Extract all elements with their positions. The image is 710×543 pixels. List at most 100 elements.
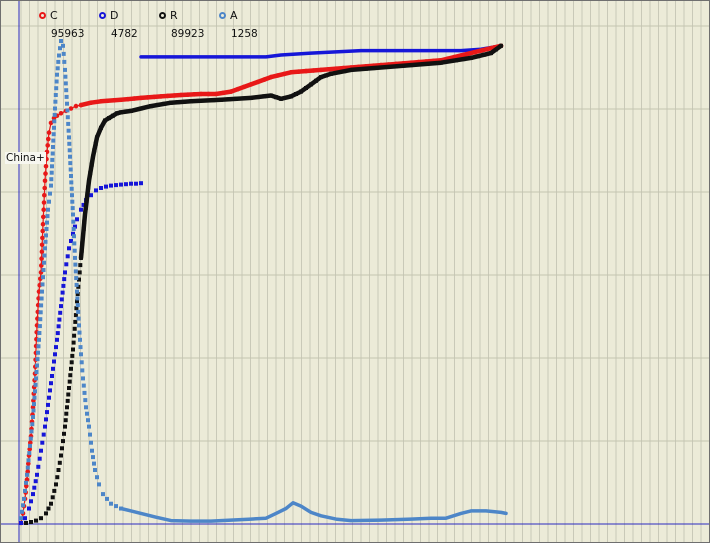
series-a-point	[32, 402, 36, 407]
series-r-point	[55, 475, 60, 480]
series-d-point	[41, 432, 46, 437]
series-r-point	[75, 292, 80, 296]
series-a-point	[74, 282, 79, 287]
series-a-point	[66, 121, 71, 126]
series-c-point	[27, 446, 32, 452]
series-a-point	[93, 468, 97, 472]
series-a-point	[71, 219, 76, 224]
series-a-point	[30, 422, 35, 427]
series-r-point	[54, 482, 58, 487]
series-d-point	[19, 521, 23, 525]
series-a-point	[52, 125, 56, 130]
series-a-point	[54, 79, 59, 84]
series-a-point	[86, 418, 90, 423]
series-r-point	[63, 424, 67, 429]
series-c-point	[41, 214, 46, 220]
series-a-point	[22, 496, 26, 501]
series-a-point	[67, 148, 72, 153]
series-a-point	[41, 268, 46, 272]
series-r-point	[63, 418, 68, 423]
series-r-point	[34, 518, 38, 523]
series-d-point	[23, 516, 27, 521]
series-d-point	[75, 217, 79, 222]
series-d-point	[52, 359, 56, 364]
series-a-point	[69, 186, 74, 191]
series-d-point	[59, 304, 63, 309]
series-a-point	[34, 370, 39, 374]
series-a-point	[24, 480, 28, 485]
series-c-point	[68, 106, 74, 111]
series-d-point	[65, 254, 70, 259]
series-a-point	[39, 296, 44, 301]
series-c-point	[39, 249, 45, 254]
legend-marker-icon	[219, 12, 226, 19]
series-a-point	[63, 67, 67, 72]
series-a-point	[27, 451, 32, 456]
series-a-point	[85, 411, 89, 416]
series-a-point	[51, 132, 56, 137]
series-c-point	[30, 405, 36, 410]
series-a-point	[35, 357, 40, 362]
series-c-plateau	[78, 43, 504, 108]
series-a-point	[61, 51, 66, 56]
series-d-point	[27, 506, 31, 511]
series-a-point	[65, 115, 70, 120]
legend-value-a: 1258	[231, 28, 258, 40]
series-r-point	[49, 501, 53, 506]
series-d-point	[35, 472, 39, 477]
series-r-point	[68, 373, 73, 378]
series-r-point	[77, 270, 82, 275]
series-r-point	[69, 360, 74, 365]
series-r-point	[70, 353, 75, 358]
series-d-point	[29, 499, 33, 504]
series-a-point	[38, 310, 43, 315]
series-d-point	[58, 310, 63, 315]
series-a-point	[34, 376, 38, 381]
series-a-point	[43, 239, 48, 244]
series-d-point	[46, 402, 50, 407]
series-a-point	[114, 504, 118, 509]
series-c-point	[28, 440, 33, 446]
series-r-plateau	[78, 43, 504, 261]
legend-marker-icon	[99, 12, 106, 19]
series-a-point	[70, 206, 75, 211]
series-a-point	[68, 154, 72, 159]
series-d-point	[37, 456, 42, 461]
series-a-point	[33, 389, 37, 394]
series-a-point	[35, 363, 39, 368]
series-d-point	[129, 181, 133, 186]
series-a-point	[49, 183, 53, 188]
region-label: China+	[5, 152, 46, 164]
series-d-point	[64, 262, 69, 267]
series-a-point	[50, 157, 55, 162]
series-a-point	[19, 516, 23, 521]
series-c-point	[39, 242, 45, 248]
series-r-point	[67, 379, 72, 384]
legend-key-c: C	[39, 9, 58, 22]
series-a-point	[87, 424, 91, 429]
series-d-point	[73, 224, 77, 229]
series-d-point	[124, 182, 128, 187]
series-r-point	[75, 299, 79, 304]
series-d-point	[40, 440, 45, 445]
series-a-point	[39, 303, 44, 308]
series-r-point	[52, 488, 57, 493]
series-a-point	[75, 289, 79, 294]
series-a-point	[83, 398, 88, 403]
series-a-point	[50, 151, 55, 156]
series-a-point	[73, 255, 77, 260]
series-a-point	[56, 59, 61, 64]
series-c-point	[43, 164, 49, 169]
series-d-point	[59, 297, 64, 302]
series-a-point	[53, 99, 58, 104]
series-a-point	[92, 461, 96, 466]
series-a-point	[26, 458, 31, 463]
series-d-point	[62, 277, 67, 282]
series-d-point	[36, 464, 41, 469]
legend-key-r: R	[159, 9, 178, 22]
series-a-point	[72, 248, 77, 253]
series-c-point	[26, 461, 31, 466]
series-a-point	[80, 368, 85, 373]
